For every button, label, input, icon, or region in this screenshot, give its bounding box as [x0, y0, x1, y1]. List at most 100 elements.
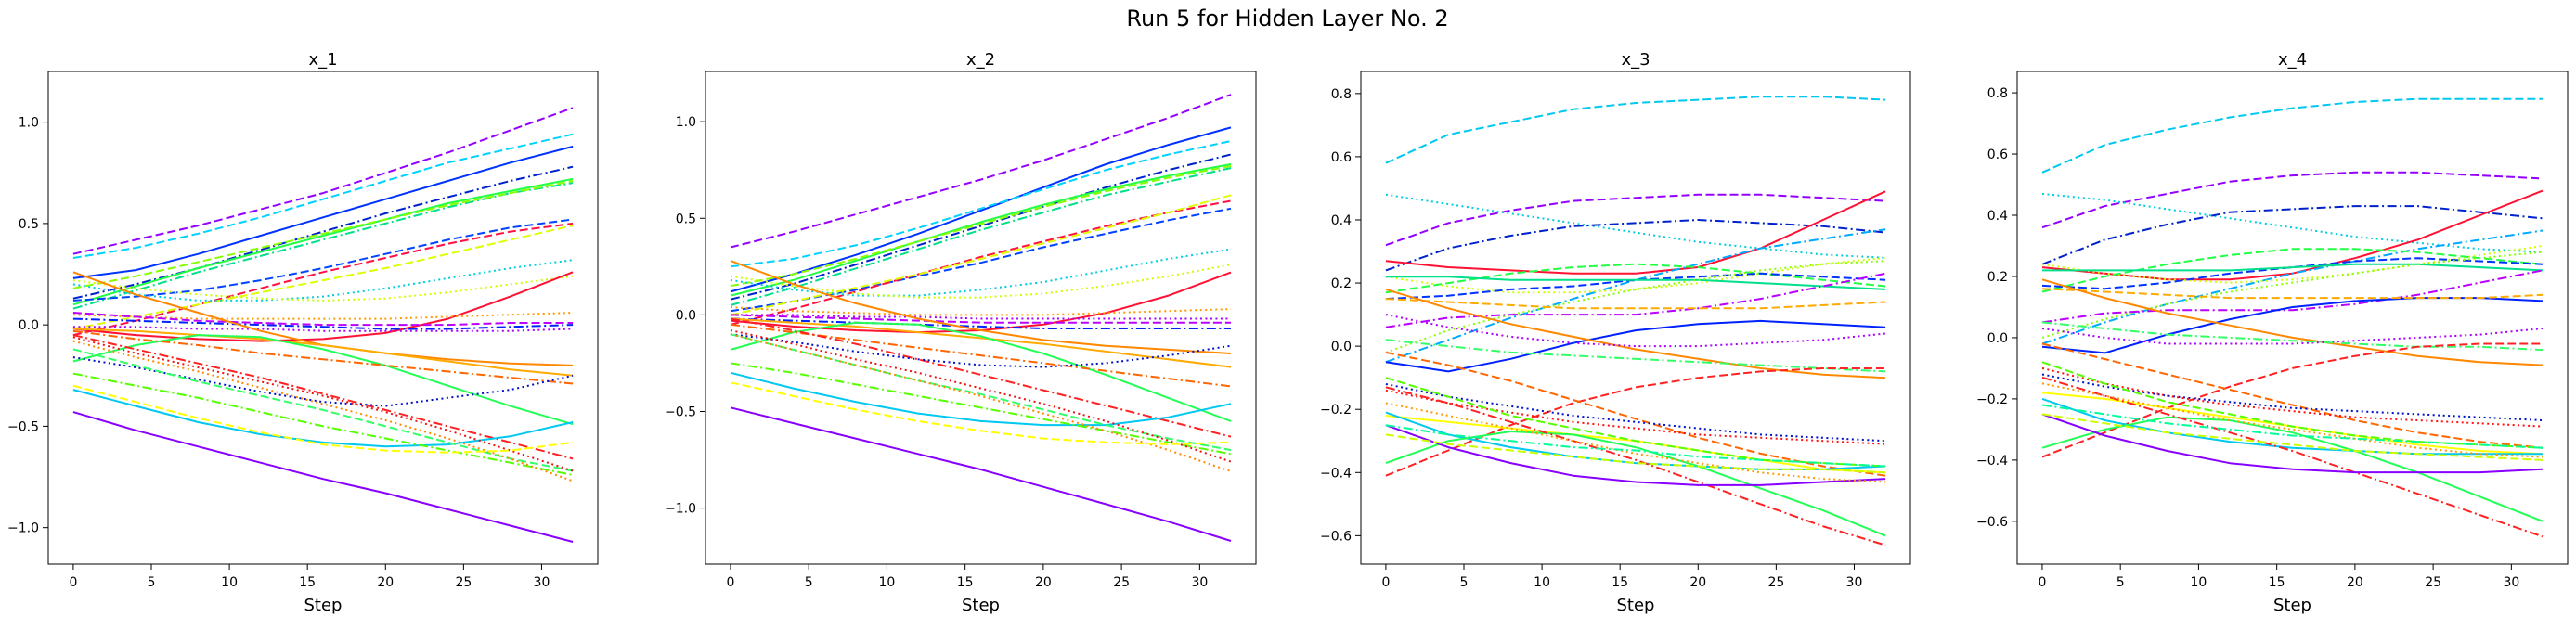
y-tick-label: −0.4	[1320, 466, 1352, 481]
y-tick-label: 0.2	[1987, 270, 2008, 285]
series-line-17	[1385, 339, 1886, 373]
series-line-18	[1385, 367, 1886, 477]
series-line-17	[2041, 321, 2544, 352]
y-tick-label: 0.0	[676, 308, 696, 323]
series-line-7	[2041, 245, 2544, 284]
y-tick-label: 0.6	[1331, 150, 1352, 165]
series-line-4	[72, 165, 574, 300]
series-line-28	[2041, 382, 2544, 458]
y-tick-label: −0.2	[1320, 403, 1352, 418]
series-line-22	[730, 317, 1232, 438]
series-line-6	[1385, 228, 1886, 364]
series-line-22	[2041, 366, 2544, 428]
x-tick-label: 25	[2425, 575, 2441, 590]
subplot-title: x_2	[966, 50, 995, 70]
series-line-5	[72, 177, 574, 306]
y-tick-label: −0.2	[1976, 392, 2008, 407]
axes-frame	[47, 71, 599, 565]
x-axis-label: Step	[1617, 596, 1655, 615]
x-tick-label: 20	[377, 575, 394, 590]
series-line-30	[72, 411, 574, 543]
y-tick-label: 0.4	[1331, 213, 1352, 228]
series-line-12	[2041, 269, 2544, 324]
series-line-3	[2041, 192, 2544, 253]
series-line-2	[1385, 193, 1886, 247]
series-line-15	[1385, 288, 1886, 379]
series-line-4	[730, 153, 1232, 301]
series-line-3	[730, 140, 1232, 268]
series-line-9	[730, 199, 1232, 326]
y-tick-label: 0.5	[19, 217, 39, 232]
series-line-10	[730, 194, 1232, 316]
series-line-25	[1385, 431, 1886, 537]
x-tick-label: 10	[1534, 575, 1550, 590]
x-tick-label: 0	[69, 575, 77, 590]
series-line-15	[2041, 278, 2544, 366]
x-axis-label: Step	[2273, 596, 2311, 615]
axes-frame	[2016, 71, 2569, 565]
x-axis-label: Step	[304, 596, 343, 615]
x-tick-label: 20	[1689, 575, 1706, 590]
series-line-23	[72, 356, 574, 407]
subplot-3: 0 5 10 15 20 25 30 −0.6 −0.4 −0.2 0.0 0.2 0.4 0.6 0.8 x…	[1320, 50, 1911, 615]
x-tick-label: 30	[2503, 575, 2519, 590]
series-line-8	[730, 207, 1232, 313]
series-line-18	[730, 260, 1232, 354]
series-line-1	[72, 107, 574, 255]
series-line-23	[2041, 397, 2543, 456]
series-line-16	[730, 317, 1231, 329]
series-group	[72, 107, 574, 543]
series-line-16	[1385, 314, 1886, 348]
series-line-11	[2041, 251, 2544, 339]
series-line-16	[2041, 328, 2544, 345]
y-tick-label: −1.0	[7, 521, 39, 536]
series-line-11	[1385, 260, 1886, 353]
series-line-2	[730, 126, 1232, 293]
series-line-5	[730, 163, 1232, 297]
series-line-2	[2041, 171, 2544, 229]
x-tick-label: 0	[726, 575, 734, 590]
x-tick-label: 15	[299, 575, 316, 590]
series-group	[730, 94, 1232, 542]
series-line-14	[72, 312, 574, 320]
x-tick-label: 30	[1191, 575, 1208, 590]
y-tick-label: −0.4	[1976, 454, 2008, 469]
series-line-8	[2041, 248, 2544, 293]
series-line-14	[1385, 298, 1886, 310]
y-tick-label: 0.6	[1987, 148, 2008, 162]
series-line-2	[72, 133, 574, 259]
x-tick-label: 15	[1612, 575, 1628, 590]
subplot-1: 0 5 10 15 20 25 30 −1.0 −0.5 0.0 0.5 1.0 x_1 Step	[7, 50, 599, 615]
series-line-30	[1385, 433, 1886, 474]
series-line-17	[72, 326, 574, 332]
series-line-19	[730, 317, 1232, 368]
x-tick-label: 10	[221, 575, 238, 590]
series-line-1	[1385, 96, 1886, 164]
series-line-25	[730, 362, 1232, 456]
series-line-7	[730, 165, 1232, 288]
series-line-27	[2041, 413, 2544, 474]
series-line-20	[730, 321, 1232, 422]
x-tick-label: 30	[534, 575, 550, 590]
y-tick-label: 0.8	[1987, 86, 2008, 101]
x-tick-label: 20	[2347, 575, 2363, 590]
y-tick-label: 1.0	[676, 115, 696, 130]
subplot-panels: 0 5 10 15 20 25 30 −1.0 −0.5 0.0 0.5 1.0 x_1 Step 0 5 10…	[7, 50, 2569, 615]
series-line-16	[72, 317, 574, 330]
series-line-14	[2041, 288, 2544, 300]
series-line-22	[72, 334, 574, 460]
series-line-9	[1385, 272, 1886, 301]
y-tick-label: 0.8	[1331, 87, 1352, 102]
series-line-26	[2041, 376, 2544, 538]
x-tick-label: 25	[455, 575, 472, 590]
x-tick-label: 5	[2116, 575, 2125, 590]
series-line-7	[72, 180, 574, 289]
series-line-25	[72, 372, 574, 476]
x-tick-label: 10	[2191, 575, 2207, 590]
series-line-26	[72, 348, 574, 472]
series-line-10	[2042, 263, 2544, 272]
x-tick-label: 0	[2038, 575, 2046, 590]
series-line-25	[2041, 416, 2544, 522]
x-tick-label: 0	[1381, 575, 1390, 590]
